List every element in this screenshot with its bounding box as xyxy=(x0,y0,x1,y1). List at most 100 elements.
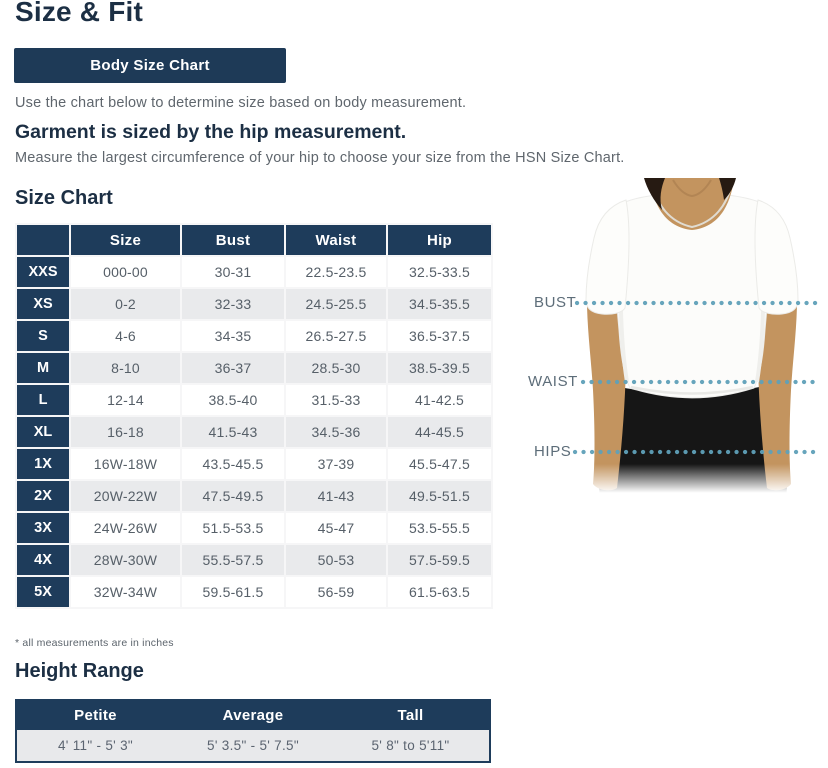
cell-bust: 55.5-57.5 xyxy=(180,543,286,577)
cell-size: 0-2 xyxy=(69,287,182,321)
row-label: M xyxy=(15,351,71,385)
column-header-size: Size xyxy=(69,223,182,257)
cell-waist: 26.5-27.5 xyxy=(284,319,388,353)
cell-bust: 34-35 xyxy=(180,319,286,353)
neck-shadow-line xyxy=(672,179,712,198)
hair-left-shape xyxy=(644,178,665,210)
cell-size: 16-18 xyxy=(69,415,182,449)
cell-waist: 50-53 xyxy=(284,543,388,577)
measurement-figure: BUST WAIST HIPS xyxy=(513,178,828,498)
column-header-tall: Tall xyxy=(332,700,490,730)
row-label: 1X xyxy=(15,447,71,481)
cell-bust: 32-33 xyxy=(180,287,286,321)
column-header-hip: Hip xyxy=(386,223,493,257)
waist-label: WAIST xyxy=(528,373,578,390)
cell-waist: 22.5-23.5 xyxy=(284,255,388,289)
table-row: 2X 20W-22W 47.5-49.5 41-43 49.5-51.5 xyxy=(15,479,493,513)
cell-hip: 41-42.5 xyxy=(386,383,493,417)
height-range-heading: Height Range xyxy=(15,660,144,682)
cell-size: 20W-22W xyxy=(69,479,182,513)
cell-waist: 24.5-25.5 xyxy=(284,287,388,321)
row-label: 5X xyxy=(15,575,71,609)
cell-hip: 36.5-37.5 xyxy=(386,319,493,353)
column-header-waist: Waist xyxy=(284,223,388,257)
cell-bust: 38.5-40 xyxy=(180,383,286,417)
cell-bust: 36-37 xyxy=(180,351,286,385)
row-label: L xyxy=(15,383,71,417)
table-row: 3X 24W-26W 51.5-53.5 45-47 53.5-55.5 xyxy=(15,511,493,545)
tshirt-hem-line xyxy=(630,385,754,395)
cell-hip: 53.5-55.5 xyxy=(386,511,493,545)
cell-waist: 31.5-33 xyxy=(284,383,388,417)
cell-size: 28W-30W xyxy=(69,543,182,577)
row-label: 3X xyxy=(15,511,71,545)
cell-hip: 32.5-33.5 xyxy=(386,255,493,289)
table-row: XS 0-2 32-33 24.5-25.5 34.5-35.5 xyxy=(15,287,493,321)
cell-waist: 28.5-30 xyxy=(284,351,388,385)
cell-size: 32W-34W xyxy=(69,575,182,609)
cell-waist: 34.5-36 xyxy=(284,415,388,449)
cell-bust: 59.5-61.5 xyxy=(180,575,286,609)
corner-cell xyxy=(15,223,71,257)
cell-hip: 61.5-63.5 xyxy=(386,575,493,609)
header-row: Size Bust Waist Hip xyxy=(15,223,493,257)
row-label: XXS xyxy=(15,255,71,289)
intro-text: Use the chart below to determine size ba… xyxy=(15,95,467,111)
right-sleeve-shape xyxy=(754,199,799,315)
row-label: XS xyxy=(15,287,71,321)
left-sleeve-shape xyxy=(585,199,630,315)
cell-size: 24W-26W xyxy=(69,511,182,545)
cell-size: 8-10 xyxy=(69,351,182,385)
cell-size: 12-14 xyxy=(69,383,182,417)
table-row: XXS 000-00 30-31 22.5-23.5 32.5-33.5 xyxy=(15,255,493,289)
body-size-chart-button[interactable]: Body Size Chart xyxy=(14,48,286,83)
row-label: S xyxy=(15,319,71,353)
table-row: 1X 16W-18W 43.5-45.5 37-39 45.5-47.5 xyxy=(15,447,493,481)
garment-heading: Garment is sized by the hip measurement. xyxy=(15,121,407,143)
garment-subtext: Measure the largest circumference of you… xyxy=(15,150,625,166)
table-row: M 8-10 36-37 28.5-30 38.5-39.5 xyxy=(15,351,493,385)
measurements-footnote: * all measurements are in inches xyxy=(15,637,174,649)
column-header-average: Average xyxy=(174,700,332,730)
table-row: 5X 32W-34W 59.5-61.5 56-59 61.5-63.5 xyxy=(15,575,493,609)
cell-bust: 43.5-45.5 xyxy=(180,447,286,481)
cell-hip: 57.5-59.5 xyxy=(386,543,493,577)
page-title: Size & Fit xyxy=(15,0,144,27)
cell-bust: 41.5-43 xyxy=(180,415,286,449)
model-image xyxy=(513,178,828,498)
cell-waist: 37-39 xyxy=(284,447,388,481)
cell-bust: 30-31 xyxy=(180,255,286,289)
row-label: 4X xyxy=(15,543,71,577)
cell-size: 000-00 xyxy=(69,255,182,289)
cell-average-range: 5' 3.5" - 5' 7.5" xyxy=(174,730,332,762)
hair-right-shape xyxy=(719,178,736,200)
size-chart-heading: Size Chart xyxy=(15,187,113,209)
cell-waist: 56-59 xyxy=(284,575,388,609)
cell-bust: 47.5-49.5 xyxy=(180,479,286,513)
table-row: 4X 28W-30W 55.5-57.5 50-53 57.5-59.5 xyxy=(15,543,493,577)
cell-hip: 45.5-47.5 xyxy=(386,447,493,481)
photo-bottom-fade xyxy=(513,464,828,498)
cell-bust: 51.5-53.5 xyxy=(180,511,286,545)
table-row: XL 16-18 41.5-43 34.5-36 44-45.5 xyxy=(15,415,493,449)
cell-hip: 44-45.5 xyxy=(386,415,493,449)
cell-size: 4-6 xyxy=(69,319,182,353)
hips-label: HIPS xyxy=(534,443,572,460)
table-row: L 12-14 38.5-40 31.5-33 41-42.5 xyxy=(15,383,493,417)
cell-hip: 49.5-51.5 xyxy=(386,479,493,513)
tshirt-torso-shape xyxy=(615,192,769,399)
row-label: 2X xyxy=(15,479,71,513)
table-row: S 4-6 34-35 26.5-27.5 36.5-37.5 xyxy=(15,319,493,353)
height-header-row: Petite Average Tall xyxy=(16,700,490,730)
row-label: XL xyxy=(15,415,71,449)
cell-size: 16W-18W xyxy=(69,447,182,481)
height-range-table: Petite Average Tall 4' 11" - 5' 3" 5' 3.… xyxy=(15,699,491,763)
column-header-bust: Bust xyxy=(180,223,286,257)
cell-hip: 38.5-39.5 xyxy=(386,351,493,385)
cell-hip: 34.5-35.5 xyxy=(386,287,493,321)
bust-label: BUST xyxy=(534,294,577,311)
height-value-row: 4' 11" - 5' 3" 5' 3.5" - 5' 7.5" 5' 8" t… xyxy=(16,730,490,762)
cell-petite-range: 4' 11" - 5' 3" xyxy=(16,730,174,762)
cell-tall-range: 5' 8" to 5'11" xyxy=(332,730,490,762)
